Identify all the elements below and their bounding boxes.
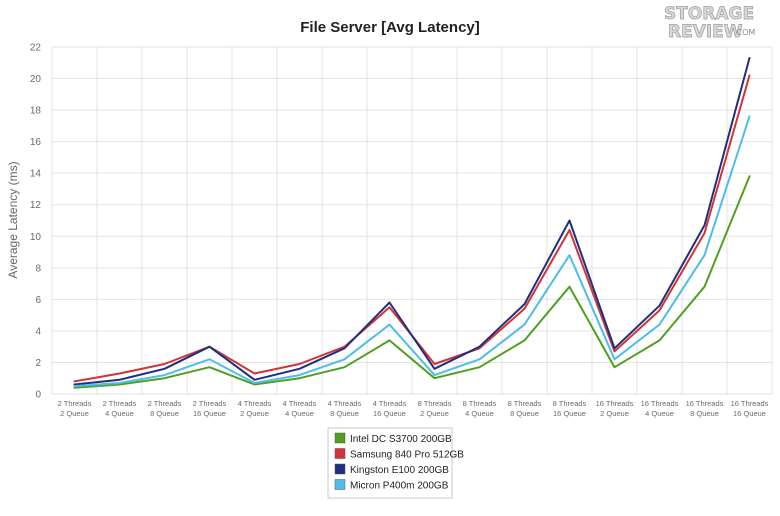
legend-swatch xyxy=(334,432,346,444)
x-tick-label: 4 Threads 16 Queue xyxy=(373,399,407,418)
legend-label: Kingston E100 200GB xyxy=(350,465,449,476)
y-tick-label: 2 xyxy=(35,358,41,369)
x-tick-label: 8 Threads 4 Queue xyxy=(463,399,497,418)
legend-label: Samsung 840 Pro 512GB xyxy=(350,450,464,461)
chart-title: File Server [Avg Latency] xyxy=(300,19,480,36)
series-line-3 xyxy=(73,57,751,386)
x-tick-label: 8 Threads 8 Queue xyxy=(508,399,542,418)
x-tick-label: 8 Threads 16 Queue xyxy=(553,399,587,418)
y-tick-label: 4 xyxy=(35,326,41,337)
legend-swatch xyxy=(334,479,346,490)
y-tick-label: 14 xyxy=(30,169,42,180)
legend-swatch xyxy=(334,463,346,475)
logo-suffix: .COM xyxy=(734,28,755,37)
y-tick-label: 8 xyxy=(35,263,41,274)
y-tick-label: 10 xyxy=(30,232,42,243)
x-tick-label: 4 Threads 2 Queue xyxy=(238,399,272,418)
x-tick-label: 8 Threads 2 Queue xyxy=(418,399,452,418)
legend-label: Intel DC S3700 200GB xyxy=(350,434,452,445)
y-tick-label: 22 xyxy=(30,43,42,54)
legend-label: Micron P400m 200GB xyxy=(350,481,449,492)
x-tick-label: 2 Threads 4 Queue xyxy=(103,399,137,418)
x-tick-label: 2 Threads 16 Queue xyxy=(193,399,227,418)
storage-review-logo: STORAGE REVIEW .COM xyxy=(664,4,756,43)
logo-line2: REVIEW xyxy=(668,22,743,42)
grid xyxy=(51,46,773,395)
x-tick-label: 16 Threads 8 Queue xyxy=(686,399,724,418)
x-tick-label: 16 Threads 4 Queue xyxy=(641,399,679,418)
logo-line1: STORAGE xyxy=(664,4,754,24)
legend-box xyxy=(327,427,453,499)
y-tick-label: 18 xyxy=(30,106,42,117)
y-tick-label: 12 xyxy=(30,200,42,211)
series-lines xyxy=(73,57,751,389)
x-tick-label: 2 Threads 8 Queue xyxy=(148,399,182,418)
series-line-1 xyxy=(73,175,751,389)
x-tick-label: 4 Threads 8 Queue xyxy=(328,399,362,418)
x-tick-labels: 2 Threads 2 Queue 2 Threads 4 Queue 2 Thread… xyxy=(58,399,769,418)
x-tick-label: 16 Threads 2 Queue xyxy=(596,399,634,418)
y-axis-label: Average Latency (ms) xyxy=(6,161,20,278)
x-tick-label: 16 Threads 16 Queue xyxy=(731,399,769,418)
series-line-4 xyxy=(73,115,751,388)
y-tick-label: 6 xyxy=(35,295,41,306)
legend: Intel DC S3700 200GB Samsung 840 Pro 512G… xyxy=(327,427,464,499)
y-tick-label: 16 xyxy=(30,137,42,148)
x-tick-label: 4 Threads 4 Queue xyxy=(283,399,317,418)
y-tick-label: 20 xyxy=(30,74,42,85)
y-tick-label: 0 xyxy=(35,390,41,401)
x-tick-label: 2 Threads 2 Queue xyxy=(58,399,92,418)
y-tick-labels: 0 2 4 6 8 10 12 14 16 18 20 22 xyxy=(30,43,42,401)
legend-swatch xyxy=(334,448,346,459)
